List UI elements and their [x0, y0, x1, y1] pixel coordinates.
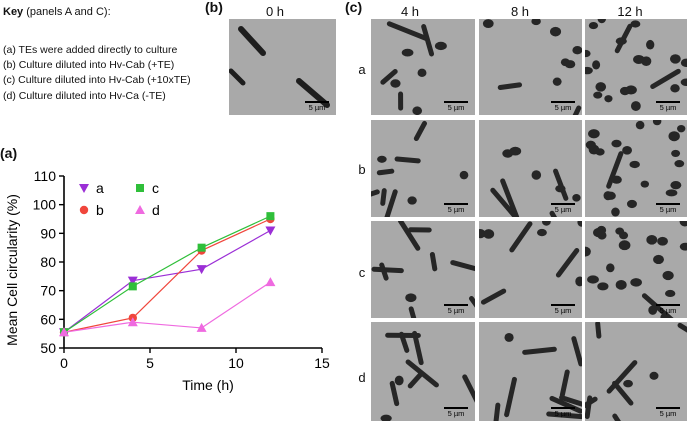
scale-bar: 5 µm — [548, 407, 578, 418]
y-tick-label: 90 — [40, 225, 56, 241]
micrograph-d-4h: 5 µm — [371, 322, 475, 421]
micrograph-0h: 5 µm — [229, 19, 336, 115]
series-line-b — [63, 218, 271, 333]
legend-marker-b — [79, 205, 89, 215]
point-c-1 — [128, 282, 137, 291]
x-tick-label: 10 — [228, 355, 244, 371]
panel-label-c: (c) — [345, 0, 363, 15]
row-label-b: b — [358, 162, 366, 177]
row-label-a: a — [358, 62, 366, 77]
key-title-rest: (panels A and C): — [23, 6, 111, 18]
key-item-c: (c) Culture diluted into Hv-Cab (+10xTE) — [3, 74, 191, 86]
point-a-3 — [265, 226, 276, 236]
legend-label-b: b — [96, 202, 104, 218]
series-line-a — [63, 229, 271, 333]
y-tick-label: 100 — [33, 197, 57, 213]
y-tick-label: 50 — [40, 340, 56, 356]
legend-label-c: c — [152, 180, 159, 196]
y-tick-label: 80 — [40, 254, 56, 270]
scale-bar: 5 µm — [653, 407, 683, 418]
x-tick-label: 15 — [314, 355, 330, 371]
x-tick-label: 5 — [146, 355, 154, 371]
panel-b-time: 0 h — [265, 4, 285, 19]
micrograph-a-8h: 5 µm — [479, 19, 582, 115]
micrograph-d-12h: 5 µm — [585, 322, 687, 421]
scale-bar: 5 µm — [548, 203, 578, 214]
point-a-2 — [196, 265, 207, 275]
y-tick-label: 60 — [40, 311, 56, 327]
panel-label-a: (a) — [0, 145, 18, 161]
key-item-b: (b) Culture diluted into Hv-Cab (+TE) — [3, 59, 175, 71]
micrograph-b-12h: 5 µm — [585, 120, 687, 217]
time-header-4h: 4 h — [400, 4, 420, 19]
key-title-bold: Key — [3, 6, 24, 18]
legend-marker-a — [79, 184, 89, 193]
x-axis-label: Time (h) — [182, 377, 234, 393]
row-label-d: d — [358, 370, 366, 385]
scale-bar: 5 µm — [653, 101, 683, 112]
scale-bar: 5 µm — [548, 304, 578, 315]
series-line-d — [63, 281, 271, 333]
point-c-3 — [266, 212, 275, 221]
legend-marker-c — [136, 184, 144, 192]
legend-label-a: a — [96, 180, 104, 196]
point-d-1 — [127, 317, 138, 327]
scale-bar: 5 µm — [441, 407, 471, 418]
panel-label-b: (b) — [205, 0, 223, 15]
point-a-1 — [127, 276, 138, 286]
micrograph-b-8h: 5 µm — [479, 120, 582, 217]
scale-bar: 5 µm — [302, 101, 332, 112]
micrograph-c-8h: 5 µm — [479, 221, 582, 318]
scale-bar: 5 µm — [441, 304, 471, 315]
y-axis-label: Mean Cell circularity (%) — [4, 194, 20, 346]
point-d-2 — [196, 322, 207, 332]
scale-bar: 5 µm — [653, 304, 683, 315]
point-c-2 — [197, 243, 206, 252]
micrograph-a-4h: 5 µm — [371, 19, 475, 115]
time-header-12h: 12 h — [617, 4, 643, 19]
key-title: Key (panels A and C): — [3, 6, 111, 18]
y-tick-label: 70 — [40, 283, 56, 299]
x-tick-label: 0 — [60, 355, 68, 371]
point-d-0 — [59, 327, 69, 337]
micrograph-b-4h: 5 µm — [371, 120, 475, 217]
key-item-a: (a) TEs were added directly to culture — [3, 44, 178, 56]
micrograph-c-12h: 5 µm — [585, 221, 687, 318]
y-tick-label: 110 — [34, 168, 57, 184]
scale-bar: 5 µm — [653, 203, 683, 214]
micrograph-c-4h: 5 µm — [371, 221, 475, 318]
row-label-c: c — [358, 265, 366, 280]
scale-bar: 5 µm — [441, 101, 471, 112]
scale-bar: 5 µm — [441, 203, 471, 214]
series-line-c — [63, 215, 271, 333]
key-item-d: (d) Culture diluted into Hv-Ca (-TE) — [3, 90, 166, 102]
circularity-chart: 50 60 70 80 90 100 110 0 5 10 15 Time (h) Mean Cell … — [4, 168, 330, 393]
micrograph-d-8h: 5 µm — [479, 322, 582, 421]
time-header-8h: 8 h — [510, 4, 530, 19]
scale-bar: 5 µm — [548, 101, 578, 112]
point-d-3 — [265, 277, 276, 287]
micrograph-a-12h: 5 µm — [585, 19, 687, 115]
legend-label-d: d — [152, 202, 160, 218]
legend-marker-d — [135, 205, 145, 214]
